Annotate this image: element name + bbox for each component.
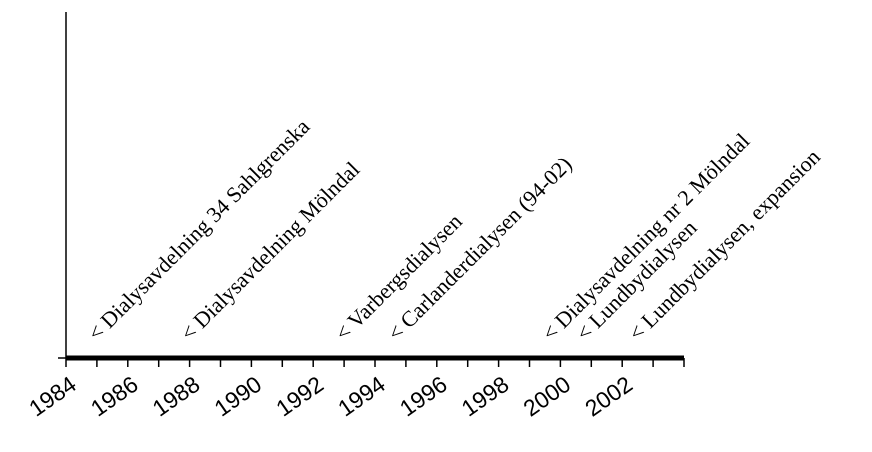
x-tick-label: 1996 [395,371,452,422]
x-tick-label: 1990 [209,371,266,422]
timeline-events: < Dialysavdelning 34 Sahlgrenska< Dialys… [83,114,825,346]
x-tick-label: 2000 [518,371,575,422]
x-tick-label: 1984 [24,371,81,422]
x-tick-label: 1994 [333,371,390,422]
x-tick-label: 1998 [457,371,514,422]
event-label: < Dialysavdelning Mölndal [175,157,364,346]
x-tick-label: 1992 [271,371,328,422]
x-axis-tick-labels: 1984 1986 1988 1990 1992 1994 1996 1998 2000 2002 [24,371,637,422]
x-tick-label: 2002 [580,371,637,422]
x-tick-label: 1986 [86,371,143,422]
x-axis-ticks [65,358,685,367]
x-tick-label: 1988 [148,371,205,422]
